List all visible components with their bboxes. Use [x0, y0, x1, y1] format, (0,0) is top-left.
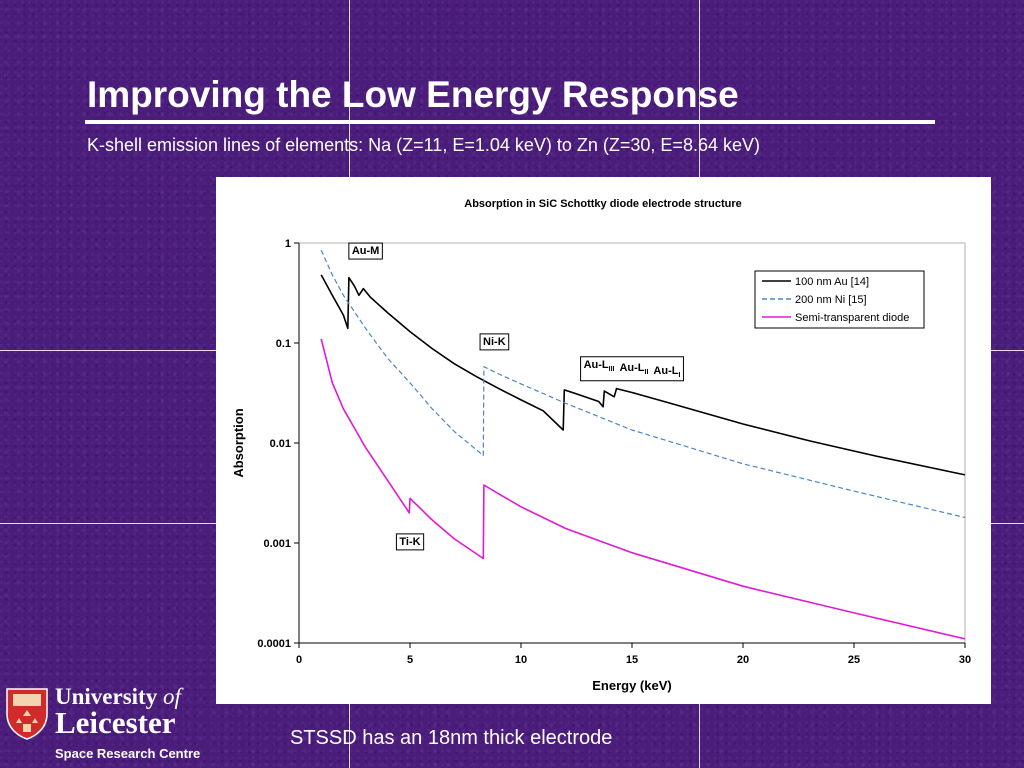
absorption-chart: Absorption in SiC Schottky diode electro… [231, 198, 971, 693]
annotation-subscript: I [678, 372, 680, 379]
y-tick-label: 1 [285, 238, 291, 250]
university-word: University [55, 684, 158, 709]
annotation-label: Au-LIII Au-LII Au-LI [580, 356, 684, 382]
x-tick-label: 5 [407, 654, 413, 666]
x-axis-label: Energy (keV) [592, 678, 671, 693]
annotation-box [580, 356, 684, 382]
annotation-main: Au-L [619, 362, 644, 374]
slide-caption: STSSD has an 18nm thick electrode [290, 727, 613, 749]
legend-label: 100 nm Au [14] [795, 276, 869, 288]
series-line-2 [320, 249, 966, 519]
y-axis-label: Absorption [231, 408, 246, 477]
annotation-main: Au-L [584, 359, 609, 371]
y-tick-label: 0.001 [263, 538, 291, 550]
chart-panel: Absorption in SiC Schottky diode electro… [216, 177, 991, 704]
legend-label: 200 nm Ni [15] [795, 294, 867, 306]
annotation-subscript: II [645, 369, 649, 376]
x-tick-label: 0 [296, 654, 302, 666]
of-word: of [162, 684, 181, 709]
annotation-box [395, 533, 425, 551]
university-shield-logo [6, 688, 48, 740]
annotation-subscript: III [609, 366, 615, 373]
x-tick-label: 20 [737, 654, 749, 666]
slide-subtitle: K-shell emission lines of elements: Na (… [87, 135, 760, 155]
y-tick-label: 0.0001 [257, 638, 291, 650]
x-tick-label: 15 [626, 654, 638, 666]
annotation-label: Ti-K [395, 533, 425, 551]
y-tick-label: 0.01 [270, 438, 291, 450]
annotation-box [348, 242, 383, 260]
university-wordmark: University of [55, 684, 181, 710]
legend-label: Semi-transparent diode [795, 312, 909, 324]
annotation-box [479, 333, 510, 351]
slide-title: Improving the Low Energy Response [87, 74, 739, 115]
leicester-wordmark: Leicester [55, 705, 176, 740]
x-tick-label: 30 [959, 654, 971, 666]
x-tick-label: 25 [848, 654, 860, 666]
annotation-label: Au-M [348, 242, 383, 260]
annotation-text: Au-M [352, 245, 380, 257]
title-underline [85, 120, 935, 124]
series-line-1 [320, 274, 966, 476]
department-name: Space Research Centre [55, 746, 201, 761]
annotation-text: Au-LIII Au-LII Au-LI [584, 359, 681, 379]
annotation-label: Ni-K [479, 333, 510, 351]
annotation-main: Au-L [653, 365, 678, 377]
chart-title: Absorption in SiC Schottky diode electro… [464, 198, 741, 210]
x-tick-label: 10 [515, 654, 527, 666]
series-line-3 [320, 338, 966, 640]
annotation-text: Ti-K [399, 536, 420, 548]
y-tick-label: 0.1 [276, 338, 291, 350]
annotation-text: Ni-K [483, 336, 506, 348]
